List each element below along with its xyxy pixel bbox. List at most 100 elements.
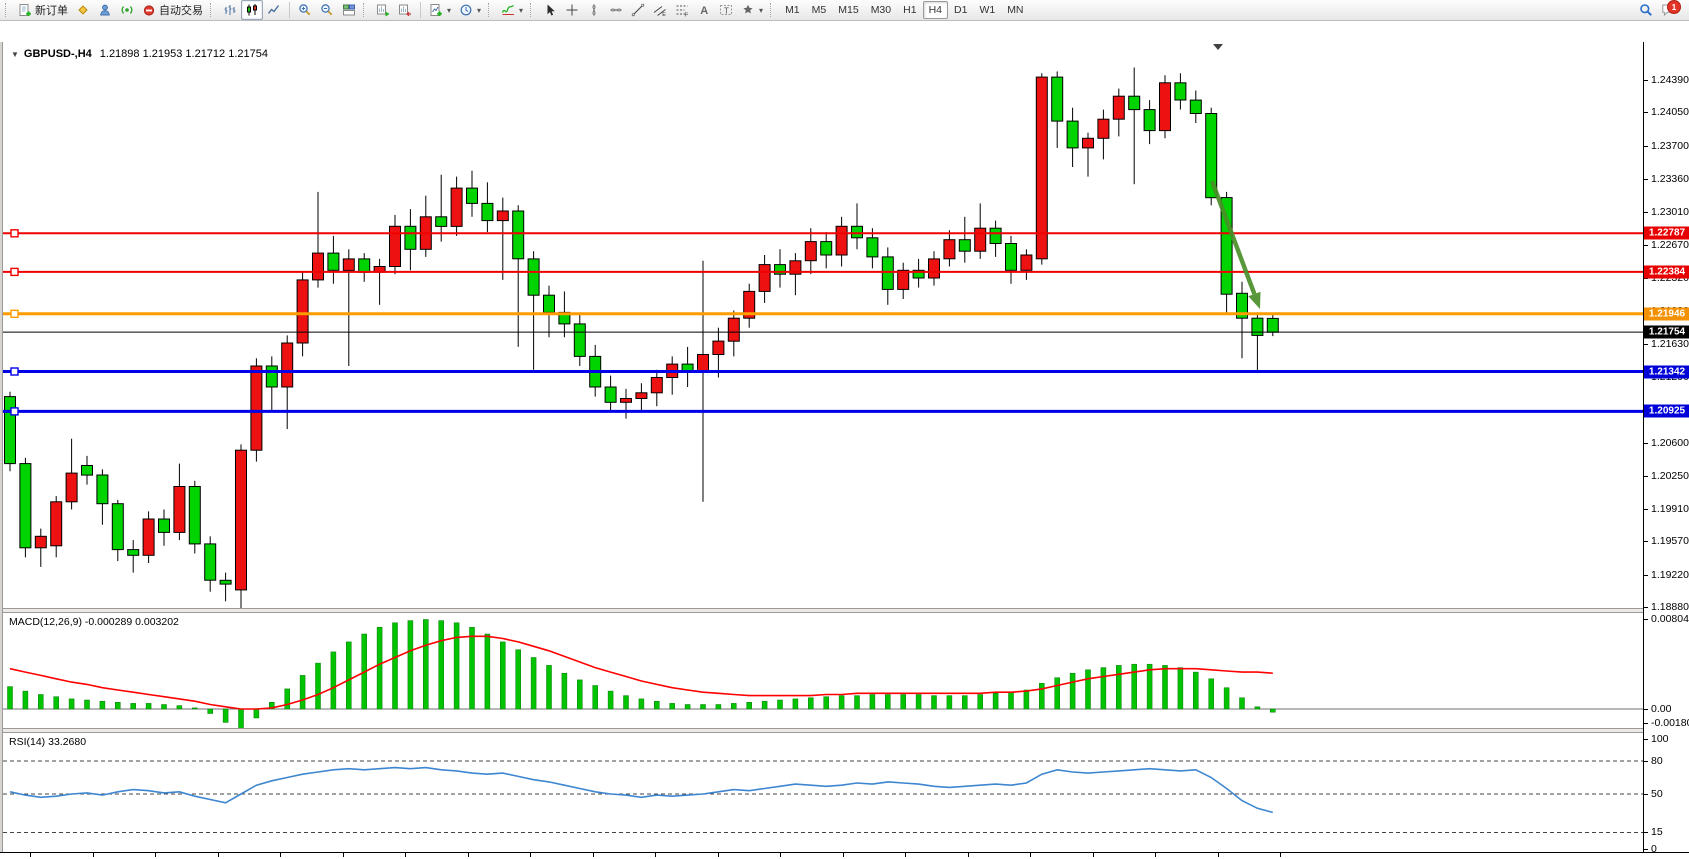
macd-pane[interactable] — [3, 613, 1643, 728]
search-button[interactable] — [1635, 0, 1657, 20]
time-tick — [592, 853, 594, 857]
timeframe-mn-button[interactable]: MN — [1007, 4, 1024, 16]
profiles-button[interactable]: ▾ — [455, 0, 485, 20]
dropdown-arrow-icon[interactable]: ▾ — [477, 5, 482, 15]
chart-shift-button[interactable] — [394, 0, 416, 20]
macd-signal-value: 0.003202 — [135, 616, 179, 628]
axis-tick — [1644, 618, 1648, 620]
auto-scroll-button[interactable] — [372, 0, 394, 20]
text-label-button[interactable]: T — [715, 0, 737, 20]
market-watch-button[interactable] — [94, 0, 116, 20]
price-tick-label: 1.19910 — [1651, 502, 1689, 515]
bars-mode-button[interactable] — [219, 0, 241, 20]
tile-windows-button[interactable] — [338, 0, 360, 20]
toolbar-group-handle[interactable] — [210, 3, 215, 17]
time-tick — [1217, 853, 1219, 857]
dropdown-arrow-icon[interactable]: ▾ — [447, 5, 452, 15]
price-tick-label: 1.19570 — [1651, 535, 1689, 548]
macd-tick-label: 0.008043 — [1651, 612, 1689, 625]
indicators-menu-button[interactable]: ▾ — [497, 0, 527, 20]
auto-trading-button[interactable]: 自动交易 — [138, 0, 207, 20]
crosshair-button[interactable] — [561, 0, 583, 20]
rsi-indicator-label: RSI(14) 33.2680 — [9, 736, 86, 748]
toolbar-group-handle[interactable] — [5, 3, 10, 17]
chart-window: ▼ GBPUSD-,H4 1.21898 1.21953 1.21712 1.217… — [0, 21, 1689, 859]
price-tick-label: 1.18880 — [1651, 601, 1689, 614]
line-price-badge: 1.22384 — [1644, 265, 1689, 279]
toolbar-group-handle[interactable] — [770, 3, 775, 17]
main-chart-pane[interactable] — [3, 42, 1643, 608]
price-tick-label: 1.24050 — [1651, 106, 1689, 119]
line-price-badge: 1.22787 — [1644, 226, 1689, 240]
price-tick-label: 1.24390 — [1651, 73, 1689, 86]
axis-tick — [1644, 145, 1648, 147]
timeframe-m15-button[interactable]: M15 — [838, 4, 859, 16]
timeframe-m30-button[interactable]: M30 — [870, 4, 892, 16]
timeframe-w1-button[interactable]: W1 — [979, 4, 996, 16]
new-order-button[interactable]: 新订单 — [14, 0, 72, 20]
zoom-out-button[interactable] — [316, 0, 338, 20]
arrows-button[interactable]: ▾ — [737, 0, 767, 20]
trend-arrow-annotation[interactable] — [1209, 180, 1261, 309]
chat-unread-badge: 1 — [1667, 0, 1681, 14]
price-tick-label: 1.22670 — [1651, 238, 1689, 251]
time-tick — [217, 853, 219, 857]
time-tick — [1155, 853, 1156, 857]
line-price-badge: 1.21342 — [1644, 365, 1689, 379]
timeframe-m1-button[interactable]: M1 — [785, 4, 800, 16]
time-tick — [405, 853, 406, 857]
time-tick — [655, 853, 656, 857]
metaeditor-icon — [76, 3, 90, 17]
cursor-button[interactable] — [539, 0, 561, 20]
time-tick — [155, 853, 156, 857]
rsi-pane[interactable] — [3, 733, 1643, 852]
window-edge — [0, 42, 3, 859]
toolbar-group-handle[interactable] — [488, 3, 493, 17]
axis-tick — [1644, 343, 1648, 345]
trendline-button[interactable] — [627, 0, 649, 20]
horizontal-line-button[interactable] — [605, 0, 627, 20]
toolbar-group-handle[interactable] — [363, 3, 368, 17]
rsi-tick-label: 0 — [1651, 842, 1657, 855]
axis-tick — [1644, 708, 1648, 710]
timeframe-m5-button[interactable]: M5 — [811, 4, 827, 16]
crosshair-icon — [565, 3, 579, 17]
dropdown-arrow-icon[interactable]: ▾ — [519, 5, 524, 15]
toolbar: 新订单 自动交易 ▾ ▾ ▾ E F A T ▾ M1 M5 M15 M30 H1 H4 D1 W1 MN 1 — [0, 0, 1689, 21]
fibonacci-button[interactable]: F — [671, 0, 693, 20]
price-axis[interactable]: 1.24390 1.24050 1.23700 1.23360 1.23010 1.226… — [1643, 42, 1689, 855]
chat-button[interactable]: 1 — [1657, 0, 1689, 20]
line-mode-button[interactable] — [263, 0, 285, 20]
collapse-arrow-icon[interactable]: ▼ — [11, 50, 19, 59]
pane-splitter-rsi[interactable] — [0, 728, 1689, 733]
text-button[interactable]: A — [693, 0, 715, 20]
new-order-icon — [18, 3, 32, 17]
vertical-line-icon — [587, 3, 601, 17]
signals-button[interactable] — [116, 0, 138, 20]
time-tick — [1280, 853, 1281, 857]
trendline-icon — [631, 3, 645, 17]
svg-text:F: F — [685, 13, 689, 18]
new-chart-button[interactable]: ▾ — [425, 0, 455, 20]
toolbar-separator — [420, 2, 421, 18]
macd-main-value: -0.000289 — [84, 616, 133, 628]
vertical-line-button[interactable] — [583, 0, 605, 20]
metaeditor-button[interactable] — [72, 0, 94, 20]
macd-indicator-label: MACD(12,26,9) -0.000289 0.003202 — [9, 616, 179, 628]
chart-shift-marker[interactable] — [1213, 44, 1223, 50]
pane-splitter-macd[interactable] — [0, 608, 1689, 613]
dropdown-arrow-icon[interactable]: ▾ — [759, 5, 764, 15]
symbol-timeframe: GBPUSD-,H4 — [23, 48, 92, 60]
candles-mode-button[interactable] — [241, 0, 263, 20]
zoom-in-button[interactable] — [294, 0, 316, 20]
timeframe-h4-button[interactable]: H4 — [922, 1, 948, 19]
time-tick — [30, 853, 31, 857]
line-price-badge: 1.20925 — [1644, 404, 1689, 418]
time-axis[interactable]: 28 Nov 202229 Nov 04:0029 Nov 20:0030 No… — [0, 852, 1689, 859]
timeframe-d1-button[interactable]: D1 — [954, 4, 968, 16]
toolbar-group-handle[interactable] — [530, 3, 535, 17]
equidistant-channel-button[interactable]: E — [649, 0, 671, 20]
macd-tick-label: -0.001807 — [1651, 717, 1689, 729]
timeframe-h1-button[interactable]: H1 — [903, 4, 917, 16]
